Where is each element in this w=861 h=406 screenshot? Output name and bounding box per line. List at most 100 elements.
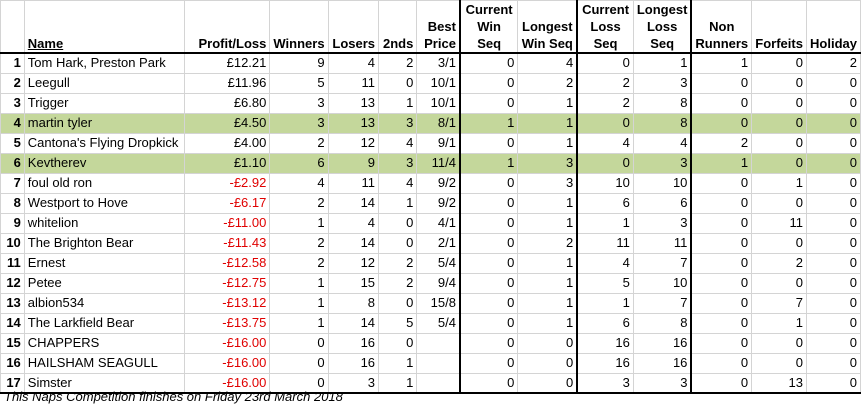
rank-cell[interactable]: 13	[0, 292, 25, 314]
current-win-seq-cell[interactable]: 0	[458, 212, 519, 234]
rank-cell[interactable]: 4	[0, 112, 25, 134]
losers-cell[interactable]: 11	[327, 72, 380, 94]
current-loss-seq-cell[interactable]: 11	[576, 232, 634, 254]
rank-cell[interactable]: 6	[0, 152, 25, 174]
best-price-cell[interactable]: 9/1	[416, 132, 461, 154]
holiday-cell[interactable]: 2	[805, 52, 861, 74]
non-runners-cell[interactable]: 0	[690, 72, 753, 94]
longest-win-seq-cell[interactable]: 3	[517, 172, 579, 194]
holiday-cell[interactable]: 0	[805, 272, 861, 294]
current-win-seq-cell[interactable]: 0	[458, 352, 519, 374]
current-win-seq-cell[interactable]: 0	[458, 132, 519, 154]
winners-cell[interactable]: 5	[269, 72, 329, 94]
rank-cell[interactable]: 1	[0, 52, 25, 74]
current-loss-seq-cell[interactable]: 1	[576, 212, 634, 234]
seconds-cell[interactable]: 3	[378, 152, 418, 174]
header-losers[interactable]: Losers	[327, 0, 380, 54]
header-2nds[interactable]: 2nds	[378, 0, 418, 54]
seconds-cell[interactable]: 2	[378, 252, 418, 274]
non-runners-cell[interactable]: 0	[690, 272, 753, 294]
header-winners[interactable]: Winners	[269, 0, 329, 54]
longest-win-seq-cell[interactable]: 1	[517, 252, 579, 274]
rank-cell[interactable]: 3	[0, 92, 25, 114]
non-runners-cell[interactable]: 0	[690, 352, 753, 374]
holiday-cell[interactable]: 0	[805, 252, 861, 274]
holiday-cell[interactable]: 0	[805, 292, 861, 314]
longest-win-seq-cell[interactable]: 1	[517, 92, 579, 114]
holiday-cell[interactable]: 0	[805, 152, 861, 174]
rank-cell[interactable]: 5	[0, 132, 25, 154]
non-runners-cell[interactable]: 0	[690, 372, 753, 394]
name-cell[interactable]: Ernest	[23, 252, 186, 274]
longest-loss-seq-cell[interactable]: 8	[632, 312, 693, 334]
losers-cell[interactable]: 3	[327, 372, 380, 394]
rank-cell[interactable]: 17	[0, 372, 25, 394]
seconds-cell[interactable]: 1	[378, 192, 418, 214]
current-win-seq-cell[interactable]: 0	[458, 52, 519, 74]
longest-win-seq-cell[interactable]: 1	[517, 112, 579, 134]
best-price-cell[interactable]	[416, 372, 461, 394]
non-runners-cell[interactable]: 0	[690, 172, 753, 194]
forfeits-cell[interactable]: 2	[751, 252, 807, 274]
non-runners-cell[interactable]: 0	[690, 232, 753, 254]
rank-cell[interactable]: 12	[0, 272, 25, 294]
holiday-cell[interactable]: 0	[805, 372, 861, 394]
footer-note[interactable]: This Naps Competition finishes on Friday…	[4, 389, 343, 404]
winners-cell[interactable]: 2	[269, 252, 329, 274]
longest-win-seq-cell[interactable]: 0	[517, 352, 579, 374]
holiday-cell[interactable]: 0	[805, 192, 861, 214]
non-runners-cell[interactable]: 0	[690, 92, 753, 114]
best-price-cell[interactable]	[416, 332, 461, 354]
holiday-cell[interactable]: 0	[805, 132, 861, 154]
current-loss-seq-cell[interactable]: 0	[576, 112, 634, 134]
profit-loss-cell[interactable]: -£12.58	[184, 252, 271, 274]
forfeits-cell[interactable]: 0	[751, 332, 807, 354]
current-win-seq-cell[interactable]: 0	[458, 372, 519, 394]
forfeits-cell[interactable]: 0	[751, 152, 807, 174]
seconds-cell[interactable]: 2	[378, 272, 418, 294]
winners-cell[interactable]: 4	[269, 172, 329, 194]
winners-cell[interactable]: 9	[269, 52, 329, 74]
longest-loss-seq-cell[interactable]: 3	[632, 152, 693, 174]
rank-cell[interactable]: 14	[0, 312, 25, 334]
current-loss-seq-cell[interactable]: 6	[576, 312, 634, 334]
seconds-cell[interactable]: 1	[378, 352, 418, 374]
longest-loss-seq-cell[interactable]: 3	[632, 212, 693, 234]
winners-cell[interactable]: 1	[269, 292, 329, 314]
current-win-seq-cell[interactable]: 0	[458, 72, 519, 94]
longest-loss-seq-cell[interactable]: 4	[632, 132, 693, 154]
winners-cell[interactable]: 2	[269, 132, 329, 154]
current-win-seq-cell[interactable]: 1	[458, 112, 519, 134]
winners-cell[interactable]: 3	[269, 92, 329, 114]
profit-loss-cell[interactable]: -£2.92	[184, 172, 271, 194]
holiday-cell[interactable]: 0	[805, 232, 861, 254]
non-runners-cell[interactable]: 1	[690, 152, 753, 174]
longest-loss-seq-cell[interactable]: 3	[632, 72, 693, 94]
best-price-cell[interactable]: 3/1	[416, 52, 461, 74]
header-forfeits[interactable]: Forfeits	[751, 0, 807, 54]
seconds-cell[interactable]: 0	[378, 332, 418, 354]
longest-win-seq-cell[interactable]: 1	[517, 312, 579, 334]
current-loss-seq-cell[interactable]: 0	[576, 52, 634, 74]
rank-cell[interactable]: 8	[0, 192, 25, 214]
losers-cell[interactable]: 4	[327, 212, 380, 234]
losers-cell[interactable]: 13	[327, 92, 380, 114]
winners-cell[interactable]: 0	[269, 332, 329, 354]
current-win-seq-cell[interactable]: 0	[458, 172, 519, 194]
longest-loss-seq-cell[interactable]: 3	[632, 372, 693, 394]
longest-loss-seq-cell[interactable]: 11	[632, 232, 693, 254]
longest-win-seq-cell[interactable]: 2	[517, 72, 579, 94]
longest-win-seq-cell[interactable]: 1	[517, 212, 579, 234]
losers-cell[interactable]: 8	[327, 292, 380, 314]
best-price-cell[interactable]: 15/8	[416, 292, 461, 314]
non-runners-cell[interactable]: 0	[690, 312, 753, 334]
best-price-cell[interactable]: 10/1	[416, 92, 461, 114]
name-cell[interactable]: Cantona's Flying Dropkick	[23, 132, 186, 154]
forfeits-cell[interactable]: 11	[751, 212, 807, 234]
current-loss-seq-cell[interactable]: 16	[576, 332, 634, 354]
non-runners-cell[interactable]: 0	[690, 332, 753, 354]
losers-cell[interactable]: 14	[327, 312, 380, 334]
current-win-seq-cell[interactable]: 0	[458, 92, 519, 114]
current-win-seq-cell[interactable]: 0	[458, 312, 519, 334]
losers-cell[interactable]: 15	[327, 272, 380, 294]
